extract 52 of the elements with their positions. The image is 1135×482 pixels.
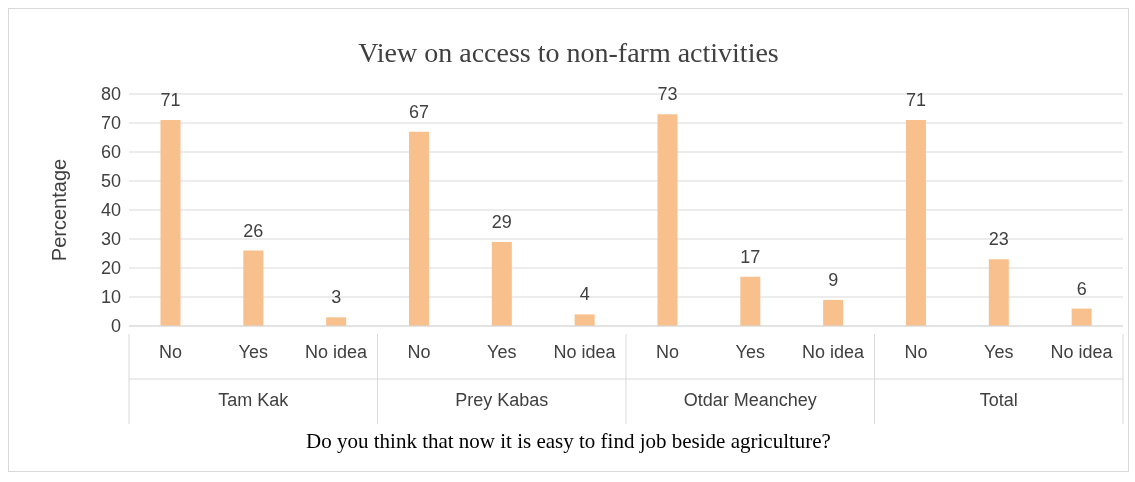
bar	[243, 250, 264, 326]
x-tick-label: Yes	[238, 342, 268, 362]
x-tick-label: No idea	[553, 342, 617, 362]
bar	[657, 114, 678, 326]
x-tick-label: No	[904, 342, 928, 362]
x-tick-label: Yes	[487, 342, 517, 362]
x-tick-label: No	[407, 342, 431, 362]
x-tick-label: No	[158, 342, 182, 362]
data-label: 3	[331, 287, 342, 308]
data-label: 73	[657, 84, 678, 105]
y-tick-label: 70	[100, 113, 121, 134]
data-label: 9	[828, 269, 839, 290]
bar	[160, 120, 181, 326]
y-tick-label: 60	[100, 142, 121, 163]
bar	[740, 276, 761, 326]
data-label: 71	[905, 90, 926, 111]
y-tick-label: 50	[100, 171, 121, 192]
data-label: 67	[408, 101, 429, 122]
y-tick-label: 40	[100, 200, 121, 221]
text: Total	[979, 390, 1018, 410]
y-tick-label: 10	[100, 287, 121, 308]
bar	[988, 259, 1009, 326]
data-label: 6	[1076, 278, 1087, 299]
bar	[326, 317, 347, 326]
x-axis-title: Do you think that now it is easy to find job beside agriculture?	[305, 429, 832, 454]
chart-title: View on access to non-farm activities	[357, 37, 780, 69]
y-tick-label: 20	[100, 258, 121, 279]
y-tick-label: 30	[100, 229, 121, 250]
bar	[905, 120, 926, 326]
data-label: 23	[988, 229, 1009, 250]
bar	[1071, 308, 1092, 326]
data-label: 29	[491, 211, 512, 232]
data-label: 4	[579, 284, 590, 305]
bar	[491, 241, 512, 326]
bar	[408, 131, 429, 326]
data-label: 17	[740, 246, 761, 267]
x-tick-label: Yes	[984, 342, 1014, 362]
y-tick-label: 80	[100, 84, 121, 105]
data-label: 26	[243, 220, 264, 241]
x-tick-label: No	[655, 342, 679, 362]
bar	[574, 314, 595, 326]
x-tick-label: No idea	[305, 342, 369, 362]
bar	[823, 299, 844, 326]
text: Otdar Meanchey	[683, 390, 817, 410]
text: Tam Kak	[218, 390, 290, 410]
x-tick-label: No idea	[1050, 342, 1114, 362]
text: Prey Kabas	[455, 390, 549, 410]
x-tick-label: Yes	[735, 342, 765, 362]
y-axis-title: Percentage	[48, 158, 71, 262]
y-tick-label: 0	[110, 316, 121, 337]
x-tick-label: No idea	[802, 342, 866, 362]
data-label: 71	[160, 90, 181, 111]
